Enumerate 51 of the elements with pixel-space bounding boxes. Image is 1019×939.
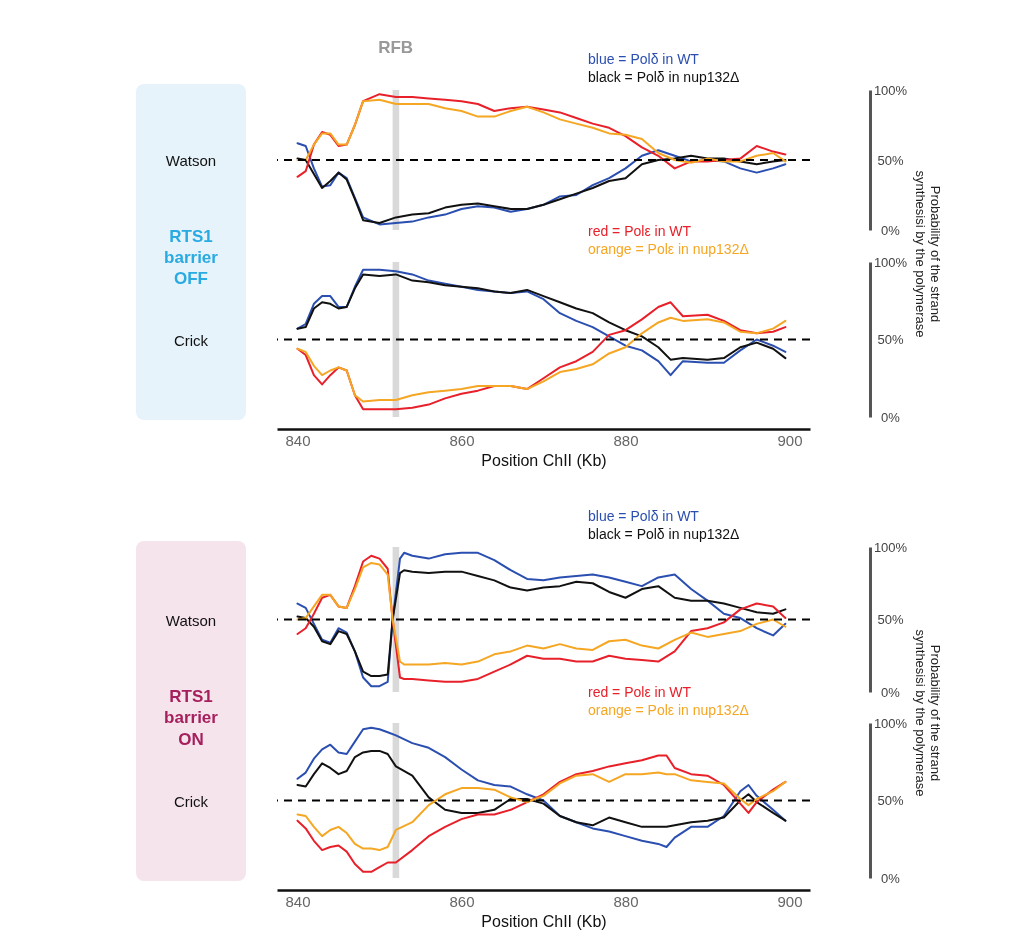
x-tick-label: 840: [285, 431, 311, 449]
text: RTS1 barrier ON: [163, 686, 219, 750]
x-axis-title: Position ChII (Kb): [481, 912, 607, 930]
x-tick-label: 840: [285, 892, 311, 910]
y-tick-label: 0%: [881, 684, 901, 700]
y-tick-label: 100%: [873, 539, 908, 555]
text: orange = Polε in nup132Δ: [588, 702, 749, 718]
text: red = Polε in WT: [588, 684, 692, 700]
line-series: [296, 268, 787, 377]
band-label: RFB: [378, 38, 414, 57]
x-tick-label: 860: [449, 892, 475, 910]
text: Crick: [172, 331, 210, 348]
x-tick-label: 900: [777, 431, 803, 449]
line-series: [296, 93, 787, 178]
text: Watson: [164, 151, 218, 169]
line-series: [296, 98, 787, 164]
line-series: [296, 154, 787, 224]
y-tick-label: 50%: [877, 332, 904, 347]
text: black = Polδ in nup132Δ: [588, 69, 740, 85]
x-tick-label: 880: [613, 892, 639, 910]
line-series: [296, 726, 787, 848]
line-series: [296, 749, 787, 828]
y-tick-label: 100%: [873, 82, 908, 98]
line-series: [296, 142, 787, 226]
y-tick-label: 100%: [873, 715, 908, 731]
y-tick-label: 0%: [881, 870, 901, 886]
line-series: [296, 771, 787, 852]
y-tick-label: 50%: [877, 152, 904, 168]
y-tick-label: 0%: [881, 222, 901, 238]
line-series: [296, 569, 787, 678]
y-tick-label: 0%: [881, 409, 901, 425]
x-tick-label: 860: [449, 431, 475, 449]
line-series: [296, 273, 787, 361]
text: red = Polε in WT: [588, 223, 692, 239]
x-tick-label: 900: [777, 892, 803, 910]
text: orange = Polε in nup132Δ: [588, 241, 749, 257]
y-tick-label: 100%: [873, 254, 908, 270]
y-axis-title: Probability of the strand synthesisi by the polymerase: [913, 629, 944, 797]
text: black = Polδ in nup132Δ: [588, 526, 740, 542]
x-tick-label: 880: [613, 431, 639, 449]
text: Watson: [164, 611, 218, 628]
line-series: [296, 316, 787, 403]
text: blue = Polδ in WT: [588, 51, 700, 67]
x-axis-title: Position ChII (Kb): [481, 451, 607, 469]
text: Crick: [172, 792, 210, 809]
text: blue = Polδ in WT: [588, 508, 700, 524]
text: RTS1 barrier OFF: [163, 225, 219, 290]
y-axis-title: Probability of the strand synthesisi by the polymerase: [913, 170, 944, 338]
line-series: [296, 561, 787, 666]
y-tick-label: 50%: [877, 793, 904, 808]
y-tick-label: 50%: [877, 612, 904, 627]
